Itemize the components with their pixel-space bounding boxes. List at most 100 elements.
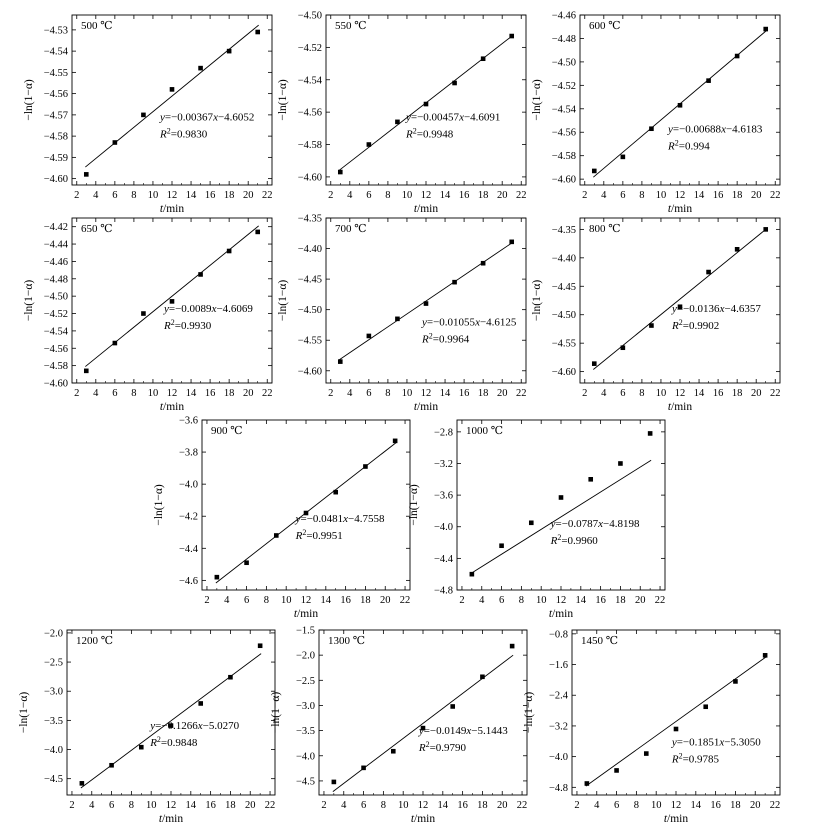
data-point	[649, 323, 654, 328]
data-point	[395, 316, 400, 322]
x-tick-label: 6	[109, 800, 114, 811]
y-axis-label: −ln(1−α)	[277, 79, 289, 121]
data-point	[733, 679, 738, 684]
data-point	[450, 704, 456, 709]
x-tick-label: 8	[634, 800, 639, 811]
y-axis-label: −ln(1−α)	[18, 692, 30, 734]
data-point	[647, 431, 653, 436]
x-tick-label: 20	[750, 800, 761, 811]
y-tick-label: −4.46	[44, 257, 68, 268]
y-tick-label: −4.58	[44, 361, 68, 372]
chart-panel-3: 2 4 6 8 10 12 14 16 18 20 22 −4.60 −4.58 −4.56 −4.54 −4…	[23, 217, 272, 413]
x-tick-label: 2	[74, 190, 79, 201]
r-squared: R2=0.9848	[149, 735, 198, 749]
data-point	[337, 169, 343, 175]
y-axis-label: −ln(1−α)	[23, 280, 35, 322]
data-point	[273, 533, 279, 538]
x-tick-label: 8	[385, 190, 390, 201]
y-tick-label: −4.50	[552, 310, 576, 321]
data-point	[390, 748, 396, 754]
x-tick-label: 6	[366, 190, 371, 201]
data-point	[257, 643, 263, 649]
x-tick-label: 18	[477, 800, 488, 811]
x-tick-label: 4	[594, 800, 600, 811]
r-squared: R2=0.9902	[671, 318, 719, 332]
y-tick-label: −4.59	[44, 153, 68, 164]
x-tick-label: 14	[576, 595, 587, 606]
data-point	[509, 239, 515, 245]
x-axis-label: t/min	[549, 608, 574, 620]
data-point	[452, 80, 457, 86]
x-tick-label: 4	[347, 388, 353, 399]
x-tick-label: 16	[205, 800, 216, 811]
data-point	[141, 112, 146, 118]
x-tick-label: 10	[148, 388, 159, 399]
x-tick-label: 18	[730, 800, 741, 811]
panel-title: 1300 ℃	[328, 635, 365, 647]
fit-equation: y=−0.0481x−4.7558	[295, 513, 385, 525]
chart-panel-5: 2 4 6 8 10 12 14 16 18 20 22 −4.60 −4.55 −4.50 −4.45 −4…	[531, 217, 780, 413]
y-tick-label: −3.6	[179, 416, 198, 427]
data-point	[620, 345, 626, 351]
y-tick-label: −4.4	[179, 544, 199, 555]
data-point	[480, 260, 486, 266]
y-axis-label: −ln(1−α)	[277, 280, 289, 322]
x-tick-label: 12	[167, 190, 178, 201]
x-tick-label: 8	[264, 595, 269, 606]
fit-equation: y=−0.00688x−4.6183	[667, 123, 763, 135]
x-axis-label: t/min	[664, 813, 689, 823]
data-point	[361, 765, 366, 771]
y-tick-label: −4.8	[434, 586, 453, 597]
chart-panel-0: 2 4 6 8 10 12 14 16 18 20 22 −4.60 −4.59 −4.58 −4.57 −4…	[23, 14, 272, 215]
data-point	[649, 126, 654, 132]
fit-equation: y=−0.1851x−5.3050	[671, 737, 761, 749]
plot-frame	[318, 629, 528, 796]
data-point	[226, 248, 232, 254]
x-tick-label: 8	[639, 190, 644, 201]
fit-equation: y=−0.0787x−4.8198	[550, 518, 640, 530]
data-point	[591, 168, 597, 174]
x-tick-label: 16	[710, 800, 721, 811]
data-point	[734, 53, 740, 59]
x-tick-label: 10	[656, 388, 667, 399]
x-tick-label: 22	[400, 595, 411, 606]
data-point	[255, 29, 261, 35]
y-tick-label: −3.6	[434, 491, 453, 502]
y-tick-label: −4.56	[44, 89, 68, 100]
x-tick-label: 22	[770, 190, 781, 201]
x-tick-label: 18	[478, 190, 489, 201]
y-tick-label: −4.56	[44, 344, 68, 355]
x-tick-label: 10	[402, 190, 413, 201]
data-point	[499, 543, 504, 549]
x-tick-label: 2	[574, 800, 579, 811]
y-axis-label: −ln(1−α)	[408, 484, 420, 526]
x-tick-label: 2	[74, 388, 79, 399]
data-point	[228, 674, 233, 680]
data-point	[337, 359, 343, 364]
data-point	[584, 781, 590, 786]
data-point	[480, 56, 486, 62]
fit-equation: y=−0.00457x−4.6091	[405, 111, 500, 123]
data-point	[420, 725, 426, 731]
x-tick-label: 6	[620, 388, 625, 399]
x-tick-label: 14	[321, 595, 332, 606]
data-point	[392, 438, 398, 444]
y-tick-label: −2.4	[549, 691, 569, 702]
fit-equation: y=−0.1266x−5.0270	[149, 720, 239, 732]
x-tick-label: 8	[381, 800, 386, 811]
fit-equation: y=−0.00367x−4.6052	[159, 111, 254, 123]
x-tick-label: 14	[186, 388, 197, 399]
y-tick-label: −4.60	[552, 175, 576, 186]
panel-title: 1450 ℃	[581, 635, 618, 647]
plot-frame	[579, 14, 781, 186]
x-tick-label: 20	[497, 388, 508, 399]
y-tick-label: −4.57	[44, 110, 68, 121]
r-squared: R2=0.9790	[418, 740, 467, 754]
x-tick-label: 18	[615, 595, 626, 606]
y-tick-label: −3.2	[549, 721, 568, 732]
data-point	[677, 102, 683, 108]
y-tick-label: −4.50	[298, 305, 322, 316]
data-point	[226, 48, 232, 54]
y-tick-label: −4.60	[298, 172, 322, 183]
